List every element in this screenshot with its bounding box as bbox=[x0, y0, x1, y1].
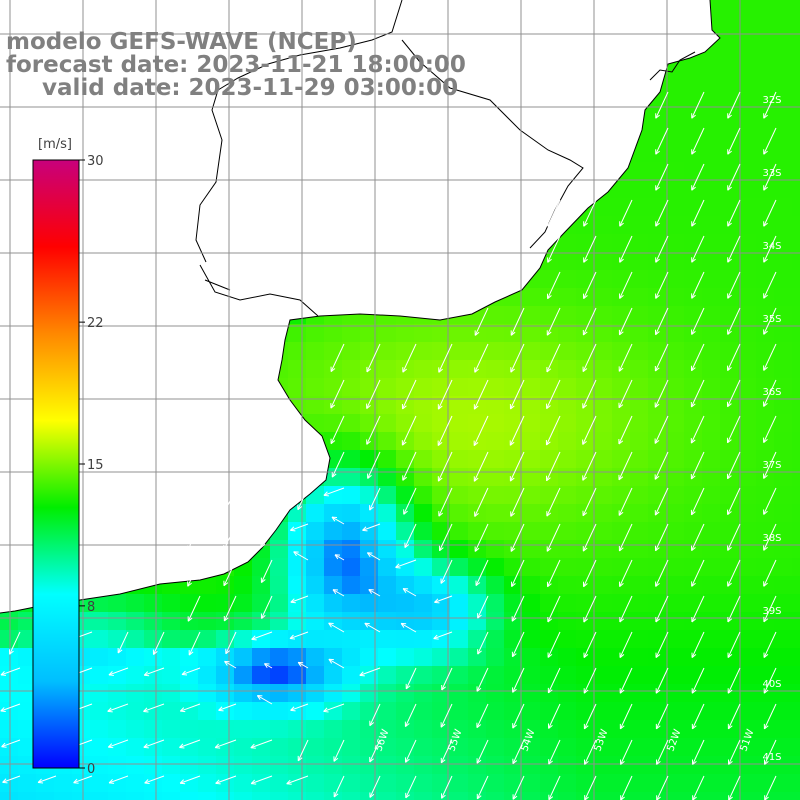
lat-label: 40S bbox=[762, 679, 781, 690]
lat-label: 36S bbox=[762, 387, 781, 398]
land-mask bbox=[0, 0, 721, 614]
colorbar-ticks: 0 8 15 22 30 bbox=[79, 154, 104, 777]
latitude-labels: 32S 33S 34S 35S 36S 37S 38S 39S 40S 41S bbox=[762, 95, 781, 763]
colorbar: [m/s] 0 8 15 22 30 bbox=[32, 137, 104, 777]
lat-label: 41S bbox=[762, 752, 781, 763]
lat-label: 37S bbox=[762, 460, 781, 471]
colorbar-tick-label: 22 bbox=[87, 316, 104, 331]
land-area bbox=[0, 0, 720, 613]
colorbar-tick-label: 15 bbox=[87, 458, 104, 473]
colorbar-tick-label: 0 bbox=[87, 762, 95, 777]
lat-label: 33S bbox=[762, 168, 781, 179]
colorbar-ramp bbox=[32, 159, 80, 769]
model-title: modelo GEFS-WAVE (NCEP) bbox=[6, 29, 357, 55]
border-line bbox=[195, 0, 696, 263]
coastline bbox=[0, 0, 721, 614]
colorbar-tick-label: 8 bbox=[87, 600, 95, 615]
lat-label: 35S bbox=[762, 314, 781, 325]
forecast-date: forecast date: 2023-11-21 18:00:00 bbox=[6, 52, 466, 78]
lat-label: 32S bbox=[762, 95, 781, 106]
valid-date: valid date: 2023-11-29 03:00:00 bbox=[42, 75, 459, 101]
colorbar-unit: [m/s] bbox=[38, 137, 72, 152]
colorbar-tick-label: 30 bbox=[87, 154, 104, 169]
wind-vectors bbox=[0, 91, 777, 800]
lat-label: 34S bbox=[762, 241, 781, 252]
lat-label: 39S bbox=[762, 606, 781, 617]
lagoon-shore bbox=[199, 264, 319, 317]
lat-label: 38S bbox=[762, 533, 781, 544]
